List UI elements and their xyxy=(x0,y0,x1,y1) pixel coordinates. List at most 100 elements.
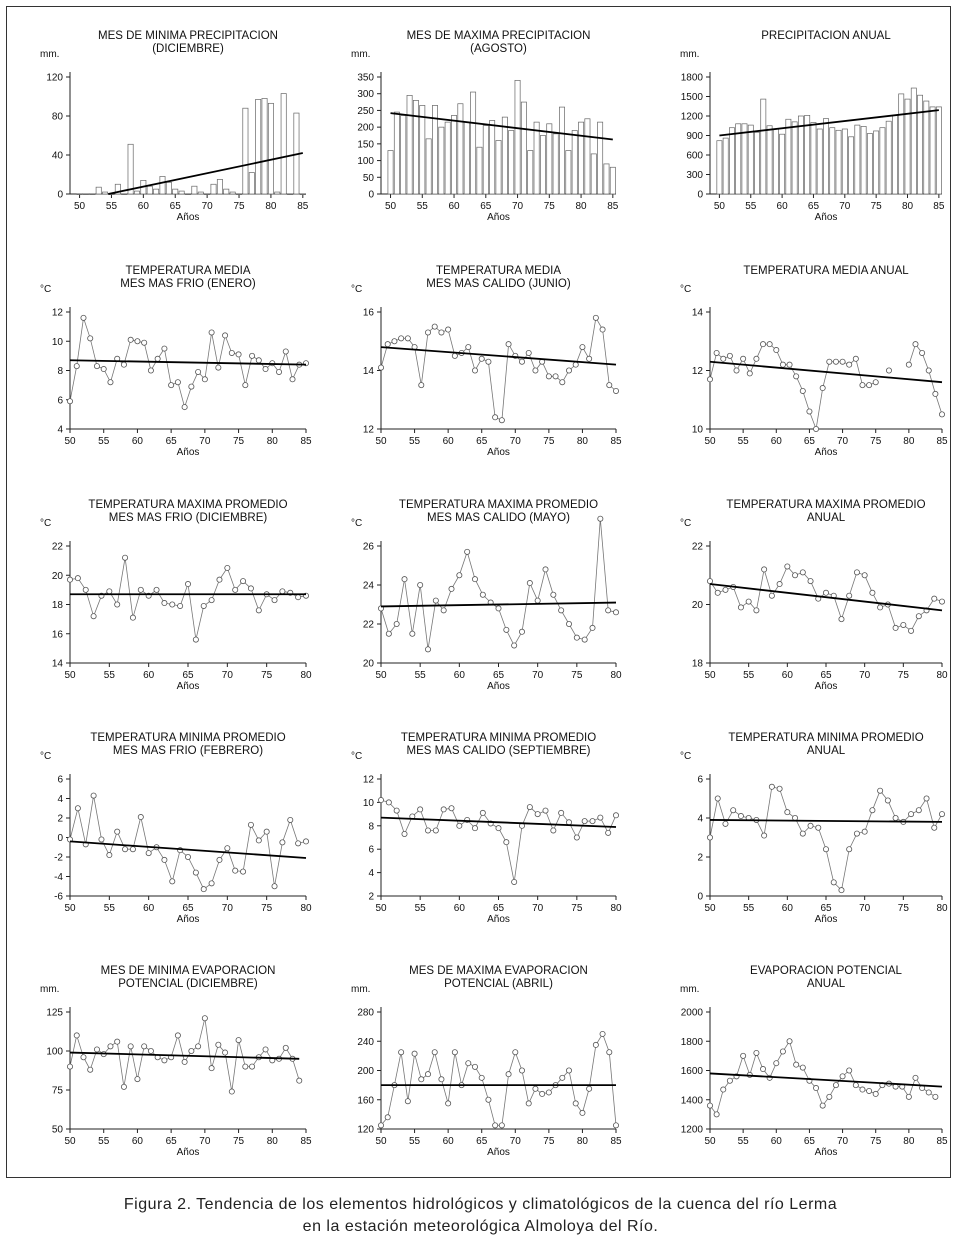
bar xyxy=(236,193,242,195)
bar xyxy=(929,106,936,195)
bar xyxy=(76,193,83,195)
data-point xyxy=(122,554,129,561)
data-point xyxy=(753,607,760,614)
data-point xyxy=(451,1049,458,1056)
data-point xyxy=(302,838,309,845)
data-point xyxy=(215,364,222,371)
data-point xyxy=(161,856,168,863)
chart-title: TEMPERATURA MEDIA xyxy=(125,265,250,277)
data-point xyxy=(606,382,613,389)
x-tick-label: 75 xyxy=(870,1136,882,1147)
y-unit-label: °C xyxy=(680,284,691,295)
data-point xyxy=(93,1046,100,1053)
bar xyxy=(406,95,413,195)
bar xyxy=(393,111,400,195)
data-point xyxy=(404,335,411,342)
y-tick-label: 200 xyxy=(357,123,374,134)
bar xyxy=(274,191,281,195)
x-tick-label: 65 xyxy=(166,1136,178,1147)
x-tick-label: 65 xyxy=(170,201,182,212)
data-point xyxy=(296,1077,303,1084)
y-tick-label: 0 xyxy=(697,892,703,903)
bar xyxy=(816,128,823,195)
trend-line xyxy=(709,360,943,384)
data-point xyxy=(208,597,215,604)
data-point xyxy=(573,834,580,841)
y-tick-label: 120 xyxy=(46,73,63,84)
x-tick-label: 65 xyxy=(808,201,820,212)
data-point xyxy=(511,878,518,885)
y-unit-label: °C xyxy=(351,284,362,295)
x-axis-label: Años xyxy=(487,447,510,458)
bar xyxy=(729,127,735,195)
y-tick-label: 14 xyxy=(363,366,375,377)
bar xyxy=(387,150,394,195)
data-point xyxy=(714,589,721,596)
data-point xyxy=(859,382,866,389)
x-tick-label: 60 xyxy=(143,670,155,681)
data-point xyxy=(385,630,392,637)
y-tick-label: 250 xyxy=(357,106,374,117)
bar xyxy=(432,105,438,195)
chart-title: (DICIEMBRE) xyxy=(152,43,224,55)
bar xyxy=(223,188,230,195)
data-point xyxy=(613,812,620,819)
x-tick-label: 80 xyxy=(903,436,915,447)
x-tick-label: 50 xyxy=(375,436,387,447)
bar xyxy=(89,193,96,195)
x-tick-label: 65 xyxy=(480,201,492,212)
series-line xyxy=(380,518,617,650)
x-tick-label: 50 xyxy=(64,1136,76,1147)
y-unit-label: mm. xyxy=(351,984,370,995)
x-tick-label: 60 xyxy=(443,436,455,447)
bar xyxy=(280,93,287,195)
data-point xyxy=(127,1043,134,1050)
y-tick-label: 300 xyxy=(357,89,374,100)
data-point xyxy=(282,1044,289,1051)
data-point xyxy=(786,361,793,368)
data-point xyxy=(184,581,191,588)
x-tick-label: 65 xyxy=(476,436,488,447)
data-point xyxy=(67,1063,74,1070)
series-line xyxy=(908,343,943,415)
data-point xyxy=(815,824,822,831)
bar xyxy=(609,166,616,195)
bar xyxy=(451,115,457,195)
bar xyxy=(716,140,723,195)
data-point xyxy=(720,355,727,362)
data-point xyxy=(707,376,714,383)
data-point xyxy=(613,609,620,616)
data-point xyxy=(713,1111,720,1118)
data-point xyxy=(471,367,478,374)
bar xyxy=(804,114,811,195)
data-point xyxy=(145,850,152,857)
y-tick-label: 20 xyxy=(52,571,64,582)
data-point xyxy=(228,1088,235,1095)
data-point xyxy=(120,361,127,368)
data-point xyxy=(235,351,242,358)
data-point xyxy=(813,425,820,432)
x-tick-label: 75 xyxy=(870,436,882,447)
x-tick-label: 70 xyxy=(859,903,871,914)
x-tick-label: 50 xyxy=(704,1136,716,1147)
data-point xyxy=(832,358,839,365)
chart-title: EVAPORACION POTENCIAL xyxy=(750,965,902,977)
data-point xyxy=(846,1067,853,1074)
y-tick-label: 2 xyxy=(57,814,63,825)
x-tick-label: 70 xyxy=(837,1136,849,1147)
bar xyxy=(178,190,185,195)
data-point xyxy=(235,1037,242,1044)
data-point xyxy=(872,379,879,386)
y-unit-label: °C xyxy=(40,751,51,762)
x-tick-label: 50 xyxy=(704,670,716,681)
charts-grid: MES DE MINIMA PRECIPITACION(DICIEMBRE) mm… xyxy=(40,30,948,1158)
data-point xyxy=(559,1074,566,1081)
data-point xyxy=(240,868,247,875)
data-point xyxy=(838,616,845,623)
data-point xyxy=(908,811,915,818)
data-point xyxy=(200,602,207,609)
bar xyxy=(165,181,172,195)
